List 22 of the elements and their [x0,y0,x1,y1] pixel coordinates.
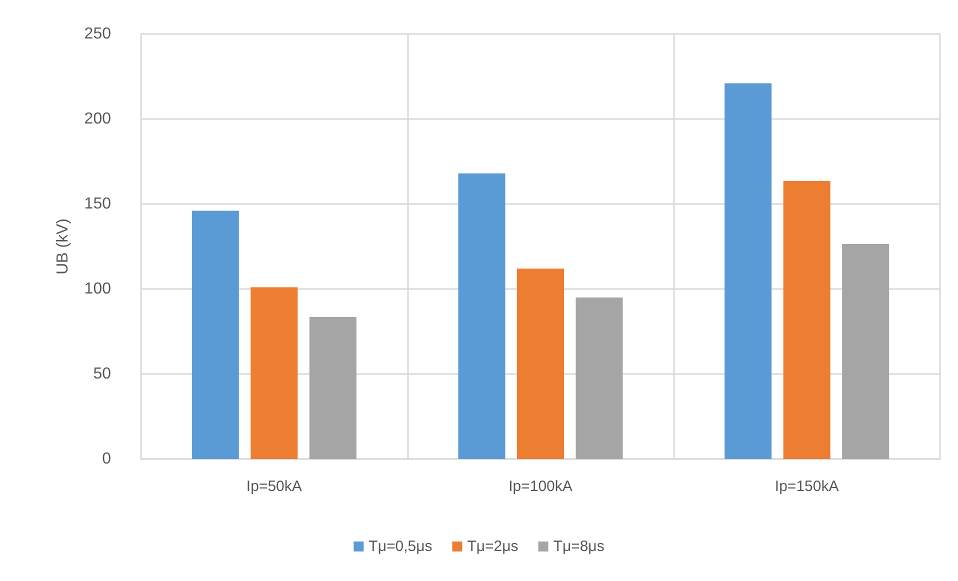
x-tick-label: Ip=150kA [774,478,839,495]
y-tick-label: 200 [84,110,112,128]
y-tick-label: 50 [93,366,112,382]
y-tick-label: 0 [102,450,112,468]
bar [576,298,623,459]
y-axis-title: UB (kV) [54,218,72,274]
legend-label: Tμ=0,5μs [368,538,432,555]
bar [458,173,506,459]
bar [192,210,239,459]
y-tick-label: 250 [84,26,112,42]
x-tick-label: Ip=50kA [246,478,302,495]
bar [783,181,830,459]
y-tick-label: 150 [84,196,112,212]
y-tick-label: 100 [84,280,112,298]
bar [842,244,890,459]
bar [517,268,564,459]
bar [250,287,298,459]
bar [724,83,772,459]
legend-label: Tμ=2μs [467,538,518,555]
x-tick-label: Ip=100kA [508,478,572,495]
legend-label: Tμ=8μs [553,538,604,555]
bar [309,317,356,459]
